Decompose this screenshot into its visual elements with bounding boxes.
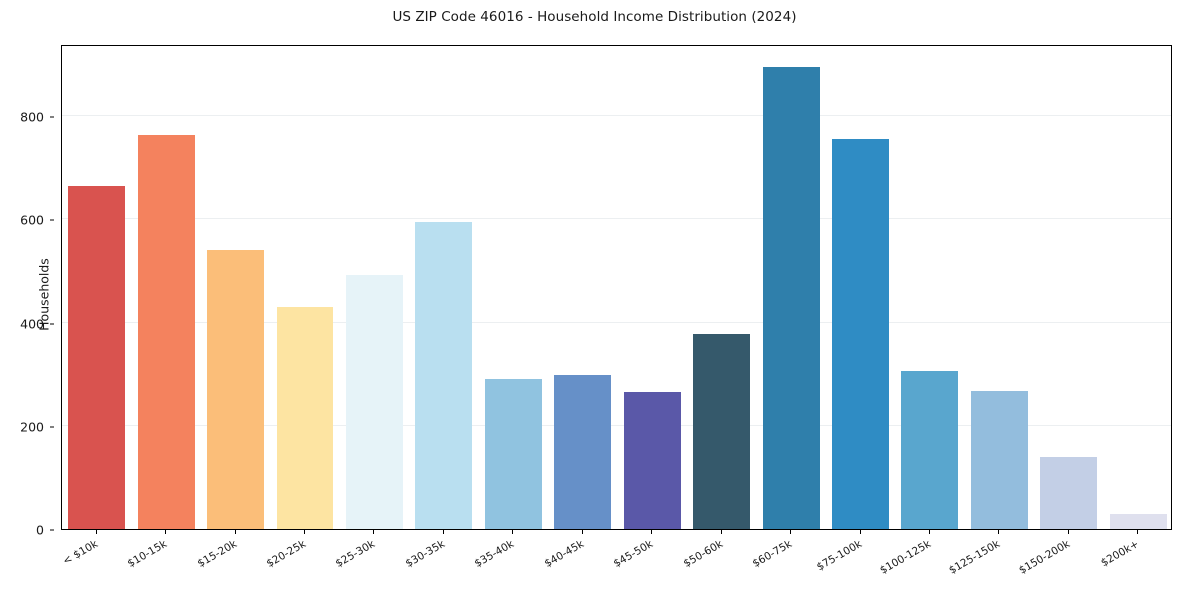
bar[interactable] (762, 66, 820, 529)
bar-series (62, 46, 1171, 529)
y-tick-mark (50, 219, 54, 221)
x-tick-label-text: $30-35k (403, 538, 447, 571)
x-tick-label-text: $20-25k (264, 538, 309, 571)
x-tick-mark (95, 530, 97, 534)
y-axis-title: Households (36, 258, 52, 331)
y-tick-mark (50, 116, 54, 118)
y-tick-label: 200 (20, 419, 44, 435)
x-tick-label: $10-15k (126, 538, 169, 570)
x-tick-mark (1137, 530, 1139, 534)
bar[interactable] (1040, 457, 1098, 529)
x-tick-mark (928, 530, 930, 534)
y-tick-label: 600 (20, 212, 44, 228)
bar[interactable] (832, 139, 889, 529)
bar[interactable] (415, 221, 473, 529)
x-tick-label-text: $125-150k (947, 538, 1003, 577)
x-tick-label: $200k+ (1099, 538, 1141, 569)
x-tick-label: $20-25k (265, 538, 308, 570)
x-tick-label: $25-30k (334, 538, 377, 570)
y-tick-mark (50, 323, 54, 325)
x-axis: < $10k $10-15k $15-20k $20-25k $25-30k $30-35… (61, 530, 1172, 590)
x-tick-label: $15-20k (195, 538, 238, 570)
x-tick-label-text: $15-20k (195, 538, 239, 571)
bar[interactable] (276, 307, 334, 529)
bar[interactable] (623, 392, 681, 529)
plot-area (61, 45, 1172, 530)
x-tick-mark (651, 530, 653, 534)
y-tick-label: 0 (36, 522, 44, 538)
gridlines (62, 46, 1171, 529)
y-tick-mark (50, 426, 54, 428)
gridline-200 (62, 424, 1171, 426)
x-tick-label-text: $200k+ (1099, 538, 1142, 570)
y-tick-label: 800 (20, 109, 44, 125)
x-tick-label-text: $75-100k (814, 538, 864, 574)
x-tick-mark (859, 530, 861, 534)
x-tick-mark (304, 530, 306, 534)
x-tick-mark (581, 530, 583, 534)
x-tick-label-text: $50-60k (681, 538, 725, 571)
x-tick-mark (373, 530, 375, 534)
x-tick-label-text: $35-40k (472, 538, 517, 571)
x-tick-label-text: $45-50k (611, 538, 656, 571)
x-tick-label-text: $10-15k (125, 538, 170, 571)
x-tick-label-text: $25-30k (333, 538, 378, 571)
y-axis: 0 200 400 600 800 (0, 45, 54, 538)
bar[interactable] (970, 390, 1028, 529)
x-tick-label-text: $60-75k (750, 538, 795, 571)
gridline-400 (62, 321, 1171, 323)
bar[interactable] (207, 250, 265, 529)
x-tick-label: $100-125k (878, 538, 933, 577)
bar[interactable] (554, 374, 612, 529)
x-tick-mark (720, 530, 722, 534)
x-tick-mark (790, 530, 792, 534)
x-tick-mark (234, 530, 236, 534)
x-tick-mark (998, 530, 1000, 534)
x-tick-label-text: $150-200k (1016, 538, 1072, 577)
x-tick-label-text: < $10k (60, 538, 100, 568)
x-tick-label-text: $40-45k (542, 538, 586, 571)
x-tick-label: $125-150k (947, 538, 1002, 577)
x-tick-label: $75-100k (814, 538, 863, 573)
x-tick-label: $150-200k (1017, 538, 1072, 577)
gridline-800 (62, 115, 1171, 117)
x-tick-label: $30-35k (403, 538, 446, 570)
bar[interactable] (901, 370, 959, 529)
x-tick-label: $40-45k (542, 538, 585, 570)
x-tick-label: $60-75k (751, 538, 794, 570)
x-tick-label-text: $100-125k (877, 538, 933, 577)
x-tick-label: < $10k (61, 538, 100, 568)
x-tick-mark (512, 530, 514, 534)
bar[interactable] (345, 275, 403, 529)
y-tick-mark (50, 529, 54, 531)
x-tick-label: $45-50k (612, 538, 655, 570)
bar[interactable] (484, 378, 542, 529)
y-tick-label: 400 (20, 316, 44, 332)
gridline-600 (62, 218, 1171, 220)
bar[interactable] (1109, 514, 1167, 529)
bar[interactable] (137, 134, 195, 529)
x-tick-mark (165, 530, 167, 534)
chart-title: US ZIP Code 46016 - Household Income Dis… (392, 9, 797, 25)
bar[interactable] (693, 333, 751, 529)
x-tick-label: $35-40k (473, 538, 516, 570)
x-tick-label: $50-60k (681, 538, 724, 570)
x-tick-mark (442, 530, 444, 534)
x-tick-mark (1067, 530, 1069, 534)
bar[interactable] (68, 186, 126, 529)
